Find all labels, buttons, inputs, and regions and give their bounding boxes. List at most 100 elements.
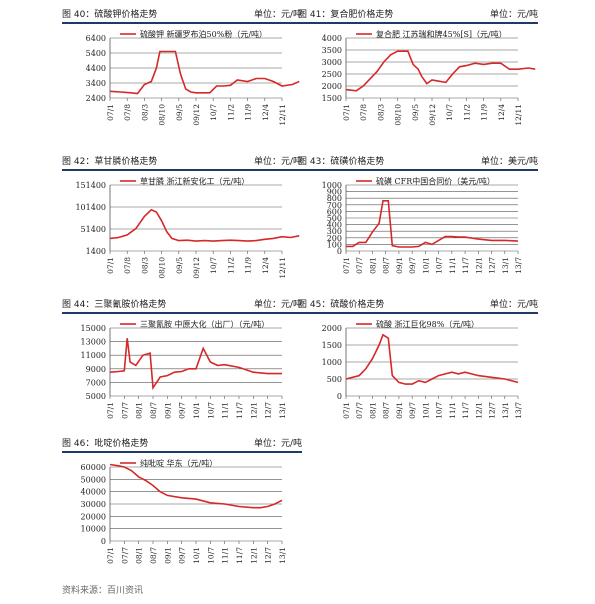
y-tick-label: 2000	[322, 82, 342, 91]
figure-unit: 单位：元/吨	[253, 10, 302, 20]
x-tick-label: 07/8	[123, 104, 132, 121]
header-rule	[62, 22, 302, 24]
line-chart: 0 10000 20000 30000 40000 50000 60000 07/1 07/7 0…	[81, 458, 287, 564]
x-tick-label: 11/1	[221, 402, 230, 419]
x-tick-label: 09/1	[163, 402, 172, 419]
line-chart: 1400 51400 101400 151400 07/1 07/8 08/3 08/10 09…	[75, 176, 300, 279]
x-tick-label: 08/1	[135, 402, 144, 419]
x-tick-label: 09/12	[192, 257, 201, 279]
x-tick-label: 11/7	[235, 402, 244, 419]
header-rule	[62, 451, 302, 453]
legend-label: 硫酸钾 新疆罗布泊50%粉（元/吨）	[140, 29, 267, 39]
figure-title: 图 45：硫酸价格走势	[298, 300, 385, 310]
legend-label: 三聚氰胺 中原大化（出厂）（元/吨）	[140, 319, 269, 329]
x-tick-label: 13/7	[514, 402, 523, 419]
y-tick-label: 1000	[322, 358, 342, 367]
x-tick-label: 07/7	[355, 402, 364, 419]
figure-unit: 单位：元/吨	[253, 439, 302, 449]
x-tick-label: 07/8	[123, 257, 132, 274]
series-line	[345, 333, 519, 385]
x-tick-label: 07/1	[106, 257, 115, 274]
chart-panel-46: 图 46：吡啶价格走势 单位：元/吨 0 10000 20000 30000 40000…	[62, 437, 302, 585]
x-tick-label: 07/1	[106, 547, 115, 564]
series-line	[109, 463, 283, 509]
figure-title: 图 46：吡啶价格走势	[62, 439, 149, 449]
x-tick-label: 08/7	[149, 402, 158, 419]
y-tick-label: 600	[327, 207, 342, 216]
y-tick-label: 11000	[81, 351, 106, 360]
x-tick-label: 07/7	[120, 547, 129, 564]
x-tick-label: 11/2	[226, 104, 235, 121]
y-tick-label: 4400	[86, 64, 106, 73]
legend-label: 草甘膦 浙江新安化工（元/吨）	[140, 176, 249, 186]
chart-panel-40: 图 40：硫酸钾价格走势 单位：元/吨 2400 3400 4400 5400 6400…	[62, 8, 302, 142]
y-tick-label: 0	[337, 392, 342, 401]
x-tick-label: 10/1	[421, 257, 430, 274]
y-tick-label: 4000	[322, 34, 342, 43]
legend-label: 复合肥 江苏瑞和牌45%[S]（元/吨）	[376, 29, 507, 39]
x-tick-label: 09/7	[408, 257, 417, 274]
header-rule	[298, 169, 538, 171]
x-tick-label: 09/1	[163, 547, 172, 564]
panel-header: 图 44：三聚氰胺价格走势 单位：元/吨	[62, 298, 302, 314]
y-tick-label: 1500	[322, 341, 342, 350]
x-tick-label: 10/7	[209, 104, 218, 121]
legend-label: 纯吡啶 华东（元/吨）	[140, 458, 217, 468]
y-tick-label: 20000	[81, 512, 106, 521]
series-line	[109, 50, 300, 95]
y-tick-label: 300	[327, 227, 342, 236]
x-tick-label: 07/7	[355, 257, 364, 274]
panel-header: 图 43：硫磺价格走势 单位：美元/吨	[298, 155, 538, 171]
x-tick-label: 10/7	[435, 257, 444, 274]
x-tick-label: 08/1	[368, 402, 377, 419]
x-tick-label: 08/10	[158, 257, 167, 279]
x-tick-label: 08/3	[140, 104, 149, 121]
y-tick-label: 3400	[86, 79, 106, 88]
y-tick-label: 800	[327, 194, 342, 203]
y-tick-label: 2000	[322, 324, 342, 333]
x-tick-label: 08/3	[376, 104, 385, 121]
x-tick-label: 09/7	[178, 547, 187, 564]
y-tick-label: 2400	[86, 94, 106, 103]
panel-header: 图 46：吡啶价格走势 单位：元/吨	[62, 437, 302, 453]
y-tick-label: 2500	[322, 70, 342, 79]
line-chart: 1500 2000 2500 3000 3500 4000 07/1 07/8 08/3 08/1…	[322, 29, 536, 126]
x-tick-label: 13/1	[278, 547, 287, 564]
x-tick-label: 10/7	[435, 402, 444, 419]
x-tick-label: 09/7	[178, 402, 187, 419]
x-tick-label: 10/7	[206, 547, 215, 564]
legend-label: 硫磺 CFR中国合同价（美元/吨）	[376, 176, 495, 186]
y-tick-label: 101400	[75, 203, 106, 212]
x-tick-label: 07/8	[359, 104, 368, 121]
y-tick-label: 3500	[322, 46, 342, 55]
x-tick-label: 09/12	[428, 104, 437, 126]
x-tick-label: 07/1	[342, 402, 351, 419]
chart-panel-43: 图 43：硫磺价格走势 单位：美元/吨 0 100 200 300 400 500 600 7…	[298, 155, 538, 295]
x-tick-label: 12/1	[249, 547, 258, 564]
x-tick-label: 12/7	[488, 257, 497, 274]
series-line	[109, 338, 282, 391]
y-tick-label: 5400	[86, 49, 106, 58]
x-tick-label: 10/7	[206, 402, 215, 419]
x-tick-label: 12/4	[261, 104, 270, 121]
x-tick-label: 13/7	[514, 257, 523, 274]
y-tick-label: 6400	[86, 34, 106, 43]
x-tick-label: 12/11	[514, 104, 523, 126]
y-tick-label: 400	[327, 221, 342, 230]
series-line	[346, 199, 519, 248]
x-tick-label: 11/2	[226, 257, 235, 274]
y-tick-label: 1500	[322, 94, 342, 103]
x-tick-label: 08/7	[149, 547, 158, 564]
figure-unit: 单位：元/吨	[253, 157, 302, 167]
y-tick-label: 0	[337, 247, 342, 256]
x-tick-label: 10/7	[445, 104, 454, 121]
x-tick-label: 10/1	[192, 402, 201, 419]
y-tick-label: 7000	[86, 378, 106, 387]
x-tick-label: 12/7	[264, 547, 273, 564]
x-tick-label: 11/1	[221, 547, 230, 564]
header-rule	[62, 169, 302, 171]
x-tick-label: 11/7	[235, 547, 244, 564]
x-tick-label: 13/1	[501, 402, 510, 419]
legend-label: 硫酸 浙江巨化98%（元/吨）	[376, 319, 479, 329]
